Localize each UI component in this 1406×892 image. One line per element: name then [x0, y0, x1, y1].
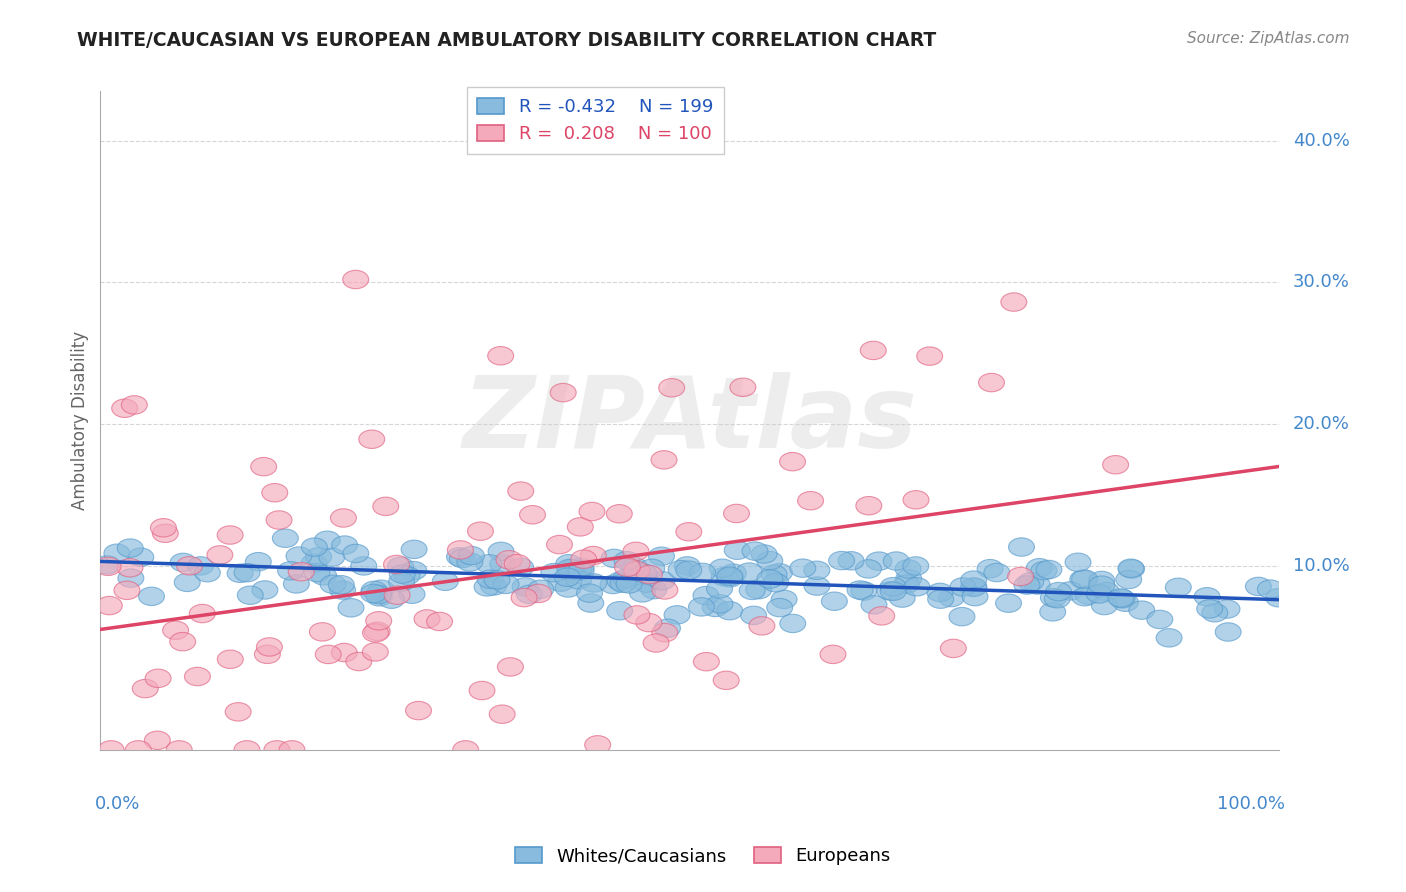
Text: WHITE/CAUCASIAN VS EUROPEAN AMBULATORY DISABILITY CORRELATION CHART: WHITE/CAUCASIAN VS EUROPEAN AMBULATORY D… — [77, 31, 936, 50]
Text: 20.0%: 20.0% — [1294, 415, 1350, 433]
Legend: Whites/Caucasians, Europeans: Whites/Caucasians, Europeans — [508, 839, 898, 872]
Y-axis label: Ambulatory Disability: Ambulatory Disability — [72, 331, 89, 510]
Legend: R = -0.432    N = 199, R =  0.208    N = 100: R = -0.432 N = 199, R = 0.208 N = 100 — [467, 87, 724, 154]
Text: 100.0%: 100.0% — [1216, 795, 1285, 813]
Text: 0.0%: 0.0% — [94, 795, 139, 813]
Text: ZIPAtlas: ZIPAtlas — [463, 372, 917, 469]
Text: 40.0%: 40.0% — [1294, 132, 1350, 150]
Text: 30.0%: 30.0% — [1294, 273, 1350, 292]
Text: Source: ZipAtlas.com: Source: ZipAtlas.com — [1187, 31, 1350, 46]
Text: 10.0%: 10.0% — [1294, 557, 1350, 574]
